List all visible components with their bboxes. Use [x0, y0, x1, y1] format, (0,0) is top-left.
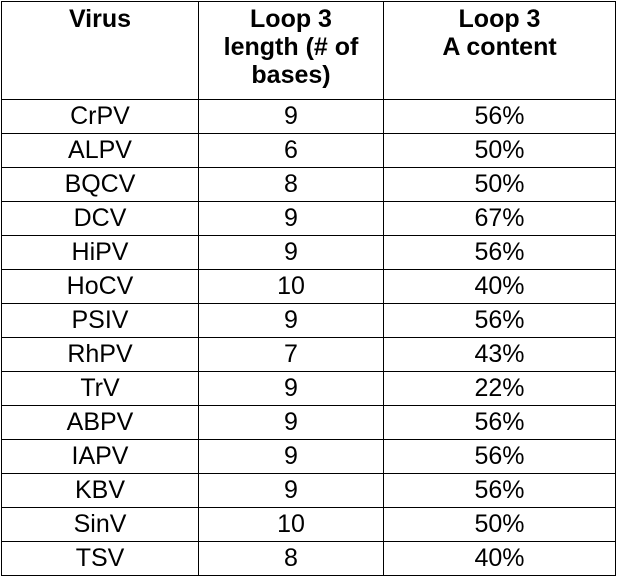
- table-row: BQCV 8 50%: [1, 167, 616, 202]
- loop3-length-cell: 7: [198, 337, 384, 372]
- header-loop3-a-content-line-2: A content: [442, 33, 557, 61]
- header-virus-line-1: Virus: [68, 5, 132, 33]
- table-row: ABPV 9 56%: [1, 405, 616, 440]
- virus-cell: IAPV: [1, 439, 199, 474]
- loop3-length-cell: 9: [198, 473, 384, 508]
- virus-cell: ABPV: [1, 405, 199, 440]
- header-loop3-length-line-2: length (# of: [223, 33, 359, 61]
- table-row: IAPV 9 56%: [1, 439, 616, 474]
- header-loop3-a-content-line-1: Loop 3: [458, 5, 541, 33]
- header-loop3-length-line-3: bases): [251, 61, 331, 89]
- virus-cell: HiPV: [1, 235, 199, 270]
- a-content-cell: 22%: [383, 371, 616, 406]
- a-content-cell: 67%: [383, 201, 616, 236]
- virus-cell: ALPV: [1, 133, 199, 168]
- virus-cell: TSV: [1, 541, 199, 576]
- table-header: Virus Loop 3 length (# of bases) Loop 3 …: [1, 1, 616, 100]
- virus-cell: HoCV: [1, 269, 199, 304]
- loop3-length-cell: 8: [198, 167, 384, 202]
- virus-cell: KBV: [1, 473, 199, 508]
- a-content-cell: 56%: [383, 235, 616, 270]
- table-body: CrPV 9 56% ALPV 6 50% BQCV 8 50% DCV 9 67% HiPV 9 56% H…: [1, 99, 616, 576]
- table-row: TrV 9 22%: [1, 371, 616, 406]
- loop3-length-cell: 9: [198, 371, 384, 406]
- a-content-cell: 56%: [383, 99, 616, 134]
- a-content-cell: 43%: [383, 337, 616, 372]
- loop3-length-cell: 6: [198, 133, 384, 168]
- loop3-length-cell: 10: [198, 269, 384, 304]
- a-content-cell: 56%: [383, 439, 616, 474]
- virus-cell: DCV: [1, 201, 199, 236]
- header-loop3-length-line-1: Loop 3: [250, 5, 332, 33]
- table-row: ALPV 6 50%: [1, 133, 616, 168]
- loop3-length-cell: 10: [198, 507, 384, 542]
- table-row: PSIV 9 56%: [1, 303, 616, 338]
- virus-cell: PSIV: [1, 303, 199, 338]
- a-content-cell: 56%: [383, 405, 616, 440]
- loop3-length-cell: 8: [198, 541, 384, 576]
- table-row: TSV 8 40%: [1, 541, 616, 576]
- loop3-length-cell: 9: [198, 235, 384, 270]
- table-row: RhPV 7 43%: [1, 337, 616, 372]
- virus-cell: BQCV: [1, 167, 199, 202]
- virus-cell: SinV: [1, 507, 199, 542]
- table-row: CrPV 9 56%: [1, 99, 616, 134]
- header-loop3-length: Loop 3 length (# of bases): [198, 1, 384, 100]
- loop3-length-cell: 9: [198, 405, 384, 440]
- a-content-cell: 50%: [383, 133, 616, 168]
- header-loop3-a-content: Loop 3 A content: [383, 1, 616, 100]
- table-row: HiPV 9 56%: [1, 235, 616, 270]
- table-row: SinV 10 50%: [1, 507, 616, 542]
- loop3-length-cell: 9: [198, 201, 384, 236]
- a-content-cell: 56%: [383, 473, 616, 508]
- virus-cell: TrV: [1, 371, 199, 406]
- a-content-cell: 50%: [383, 167, 616, 202]
- loop3-length-cell: 9: [198, 439, 384, 474]
- loop3-length-cell: 9: [198, 303, 384, 338]
- header-virus: Virus: [1, 1, 199, 100]
- table-row: KBV 9 56%: [1, 473, 616, 508]
- virus-cell: CrPV: [1, 99, 199, 134]
- loop3-length-cell: 9: [198, 99, 384, 134]
- a-content-cell: 56%: [383, 303, 616, 338]
- header-row: Virus Loop 3 length (# of bases) Loop 3 …: [1, 1, 616, 100]
- table-row: DCV 9 67%: [1, 201, 616, 236]
- virus-cell: RhPV: [1, 337, 199, 372]
- a-content-cell: 50%: [383, 507, 616, 542]
- a-content-cell: 40%: [383, 269, 616, 304]
- table-row: HoCV 10 40%: [1, 269, 616, 304]
- a-content-cell: 40%: [383, 541, 616, 576]
